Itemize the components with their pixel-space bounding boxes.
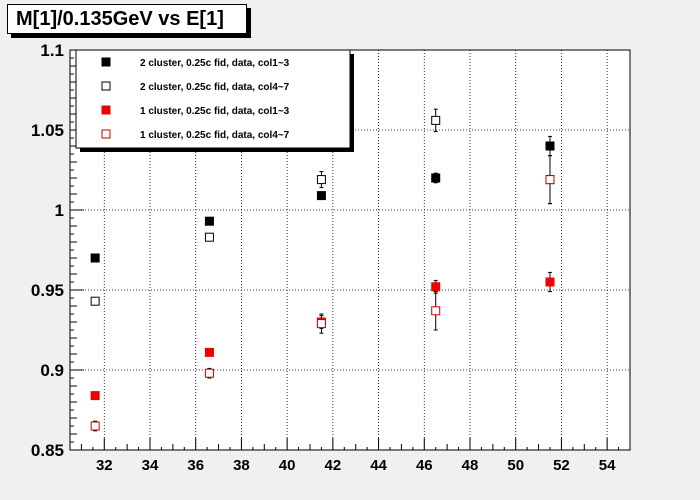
x-tick-label: 40 [279,457,296,474]
data-point [204,232,214,242]
data-point [431,173,441,183]
y-tick-label: 0.85 [31,441,64,460]
x-tick-label: 38 [233,457,250,474]
data-point [316,319,326,329]
y-tick-label: 1.05 [31,121,64,140]
x-tick-label: 34 [142,457,159,474]
data-point [90,391,100,401]
x-tick-label: 50 [507,457,524,474]
x-tick-label: 42 [325,457,342,474]
data-point [545,277,555,287]
data-point [431,306,441,316]
data-point [204,216,214,226]
y-tick-label: 1 [55,201,64,220]
x-tick-label: 46 [416,457,433,474]
x-tick-label: 32 [96,457,113,474]
legend-marker [101,81,111,91]
data-point [545,141,555,151]
series-4 [90,155,555,432]
legend: 2 cluster, 0.25c fid, data, col1~3 2 clus… [75,49,354,152]
legend-label: 2 cluster, 0.25c fid, data, col4~7 [140,82,290,93]
x-tick-label: 36 [187,457,204,474]
x-tick-label: 48 [462,457,479,474]
y-tick-label: 0.9 [40,361,64,380]
y-axis: 0.85 0.9 0.95 1 1.05 1.1 [31,41,84,460]
legend-label: 1 cluster, 0.25c fid, data, col1~3 [140,106,290,117]
legend-label: 1 cluster, 0.25c fid, data, col4~7 [140,130,290,141]
data-point [431,115,441,125]
data-point [316,175,326,185]
data-point [545,175,555,185]
x-axis: 32 34 36 38 40 42 44 46 48 50 52 54 [80,438,620,474]
data-point [204,347,214,357]
legend-marker [101,129,111,139]
y-tick-label: 1.1 [40,41,64,60]
data-point [316,191,326,201]
legend-marker [101,105,111,115]
x-tick-label: 44 [370,457,387,474]
chart-title: M[1]/0.135GeV vs E[1] [7,4,247,34]
x-tick-label: 54 [599,457,616,474]
legend-box [75,49,351,149]
x-tick-label: 52 [553,457,570,474]
data-point [431,282,441,292]
legend-marker [101,57,111,67]
data-point [90,253,100,263]
data-point [90,296,100,306]
data-point [204,368,214,378]
data-point [90,421,100,431]
legend-label: 2 cluster, 0.25c fid, data, col1~3 [140,58,290,69]
y-tick-label: 0.95 [31,281,64,300]
